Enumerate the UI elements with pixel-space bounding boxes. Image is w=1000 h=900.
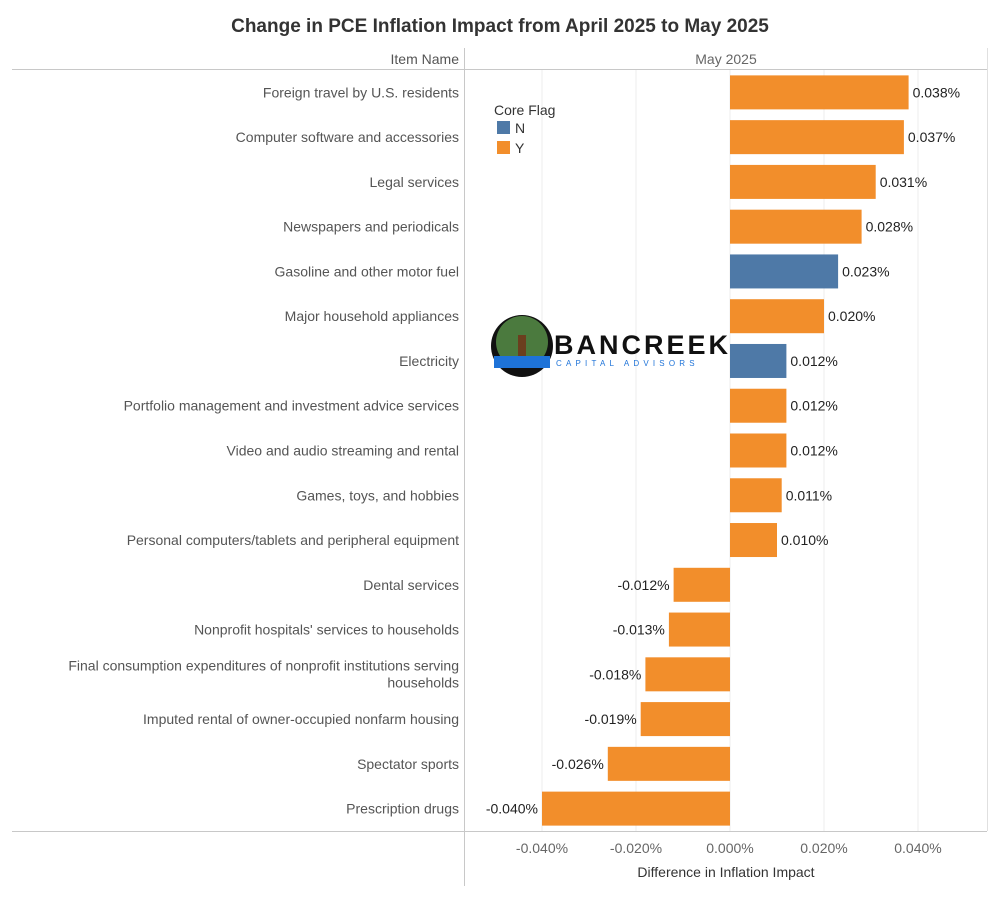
data-label: -0.040% — [486, 801, 538, 817]
data-label: -0.013% — [613, 622, 665, 638]
bar — [730, 120, 904, 155]
x-tick-label: 0.020% — [800, 840, 847, 856]
category-label: Prescription drugs — [346, 801, 459, 817]
x-tick-label: -0.040% — [516, 840, 568, 856]
data-label: 0.010% — [781, 532, 828, 548]
category-label: Games, toys, and hobbies — [296, 487, 459, 503]
data-label: 0.023% — [842, 263, 889, 279]
bar — [640, 702, 730, 737]
logo-name: BANCREEK — [554, 330, 731, 360]
bar — [645, 657, 730, 692]
bar — [730, 164, 876, 199]
bar — [730, 343, 787, 378]
column-header: May 2025 — [695, 51, 757, 67]
data-label: 0.031% — [880, 174, 927, 190]
bar — [730, 75, 909, 110]
legend-label: Y — [515, 140, 525, 156]
bar — [730, 523, 777, 558]
category-label: Legal services — [370, 174, 460, 190]
data-label: 0.012% — [790, 353, 837, 369]
category-label: households — [387, 674, 459, 690]
category-label: Imputed rental of owner-occupied nonfarm… — [143, 711, 459, 727]
data-label: -0.018% — [589, 666, 641, 682]
legend-swatch — [497, 121, 510, 134]
category-label: Final consumption expenditures of nonpro… — [68, 657, 459, 673]
data-label: 0.011% — [786, 487, 832, 503]
legend-swatch — [497, 141, 510, 154]
data-label: -0.012% — [617, 577, 669, 593]
bar — [668, 612, 730, 647]
data-label: -0.026% — [552, 756, 604, 772]
bar — [673, 567, 730, 602]
category-label: Major household appliances — [285, 308, 459, 324]
category-label: Dental services — [363, 577, 459, 593]
bar — [730, 478, 782, 513]
logo-tree-trunk — [518, 335, 526, 357]
data-label: 0.012% — [790, 443, 837, 459]
data-label: 0.020% — [828, 308, 875, 324]
logo-water — [494, 356, 550, 368]
x-tick-label: 0.000% — [706, 840, 753, 856]
category-label: Electricity — [399, 353, 459, 369]
category-label: Video and audio streaming and rental — [227, 443, 459, 459]
bar — [730, 209, 862, 244]
bar — [730, 388, 787, 423]
x-tick-label: -0.020% — [610, 840, 662, 856]
bar — [730, 433, 787, 468]
data-label: 0.012% — [790, 398, 837, 414]
category-label: Nonprofit hospitals' services to househo… — [194, 622, 459, 638]
bar — [730, 254, 839, 289]
bar — [542, 791, 730, 826]
category-label: Gasoline and other motor fuel — [275, 263, 459, 279]
bar — [607, 746, 730, 781]
data-label: -0.019% — [585, 711, 637, 727]
data-label: 0.037% — [908, 129, 955, 145]
data-label: 0.028% — [866, 219, 913, 235]
data-label: 0.038% — [913, 84, 960, 100]
category-label: Portfolio management and investment advi… — [124, 398, 459, 414]
category-label: Spectator sports — [357, 756, 459, 772]
logo-tagline: CAPITAL ADVISORS — [556, 359, 699, 368]
category-label: Personal computers/tablets and periphera… — [127, 532, 459, 548]
x-tick-label: 0.040% — [894, 840, 941, 856]
x-axis-title: Difference in Inflation Impact — [637, 864, 814, 880]
legend-title: Core Flag — [494, 102, 555, 118]
category-label: Computer software and accessories — [236, 129, 459, 145]
legend-label: N — [515, 120, 525, 136]
category-label: Foreign travel by U.S. residents — [263, 84, 459, 100]
row-header: Item Name — [391, 51, 460, 67]
bar — [730, 299, 824, 334]
chart-title: Change in PCE Inflation Impact from Apri… — [231, 16, 769, 37]
category-label: Newspapers and periodicals — [283, 219, 459, 235]
